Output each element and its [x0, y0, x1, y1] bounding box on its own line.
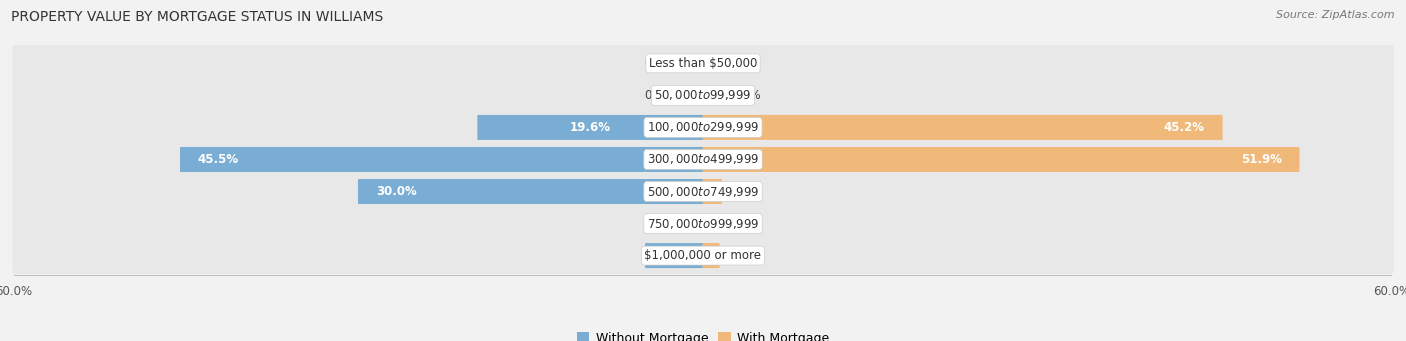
Text: $500,000 to $749,999: $500,000 to $749,999 [647, 184, 759, 198]
Text: 0.0%: 0.0% [731, 217, 761, 230]
FancyBboxPatch shape [13, 141, 1393, 178]
Text: 45.2%: 45.2% [1164, 121, 1205, 134]
Text: 30.0%: 30.0% [375, 185, 416, 198]
Text: $750,000 to $999,999: $750,000 to $999,999 [647, 217, 759, 231]
FancyBboxPatch shape [703, 115, 1223, 140]
FancyBboxPatch shape [13, 77, 1393, 114]
Text: 0.0%: 0.0% [645, 57, 675, 70]
Text: 0.0%: 0.0% [731, 89, 761, 102]
FancyBboxPatch shape [703, 147, 1299, 172]
Text: 1.4%: 1.4% [731, 249, 761, 262]
Text: $300,000 to $499,999: $300,000 to $499,999 [647, 152, 759, 166]
Text: 0.0%: 0.0% [645, 217, 675, 230]
FancyBboxPatch shape [13, 237, 1393, 274]
Legend: Without Mortgage, With Mortgage: Without Mortgage, With Mortgage [572, 327, 834, 341]
Text: 45.5%: 45.5% [198, 153, 239, 166]
Text: 19.6%: 19.6% [569, 121, 612, 134]
Text: 5.0%: 5.0% [658, 249, 690, 262]
Text: 0.0%: 0.0% [645, 89, 675, 102]
Text: 0.0%: 0.0% [731, 57, 761, 70]
FancyBboxPatch shape [703, 179, 721, 204]
Text: $1,000,000 or more: $1,000,000 or more [644, 249, 762, 262]
Text: Source: ZipAtlas.com: Source: ZipAtlas.com [1277, 10, 1395, 20]
FancyBboxPatch shape [703, 243, 720, 268]
FancyBboxPatch shape [180, 147, 703, 172]
Text: $100,000 to $299,999: $100,000 to $299,999 [647, 120, 759, 134]
Text: 51.9%: 51.9% [1240, 153, 1282, 166]
Text: 1.6%: 1.6% [733, 185, 762, 198]
FancyBboxPatch shape [478, 115, 703, 140]
FancyBboxPatch shape [13, 45, 1393, 81]
FancyBboxPatch shape [13, 173, 1393, 210]
Text: $50,000 to $99,999: $50,000 to $99,999 [654, 88, 752, 102]
FancyBboxPatch shape [645, 243, 703, 268]
FancyBboxPatch shape [359, 179, 703, 204]
FancyBboxPatch shape [13, 109, 1393, 146]
Text: Less than $50,000: Less than $50,000 [648, 57, 758, 70]
FancyBboxPatch shape [13, 205, 1393, 242]
Text: PROPERTY VALUE BY MORTGAGE STATUS IN WILLIAMS: PROPERTY VALUE BY MORTGAGE STATUS IN WIL… [11, 10, 384, 24]
